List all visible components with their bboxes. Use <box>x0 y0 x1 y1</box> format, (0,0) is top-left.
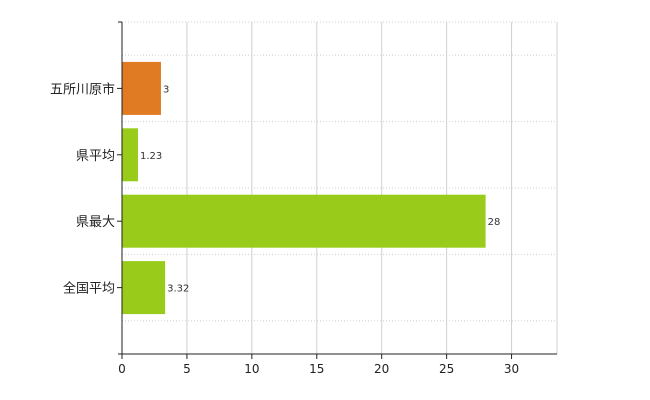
category-label: 県最大 <box>76 215 115 230</box>
bar <box>122 61 161 115</box>
x-tick-label: 0 <box>118 362 126 376</box>
data-label: 3.32 <box>167 284 189 295</box>
x-tick-label: 25 <box>439 362 454 376</box>
data-label: 1.23 <box>140 151 162 162</box>
bar <box>122 128 138 182</box>
category-label: 全国平均 <box>63 281 115 297</box>
gridlines <box>122 21 558 354</box>
bar <box>122 194 486 248</box>
data-label: 28 <box>488 217 501 228</box>
x-tick-label: 15 <box>309 362 324 376</box>
labels: 3 五所川原市 1.23 県平均 28 県最大 3.32 全国平均 0 5 10 15 20 25 30 <box>50 81 519 376</box>
category-label: 五所川原市 <box>50 81 115 97</box>
x-tick-label: 20 <box>374 362 389 376</box>
x-tick-label: 10 <box>244 362 259 376</box>
bars <box>122 61 486 315</box>
axes <box>117 21 557 359</box>
x-tick-label: 5 <box>183 362 191 376</box>
data-label: 3 <box>163 84 169 95</box>
x-tick-label: 30 <box>504 362 519 376</box>
bar <box>122 261 166 315</box>
category-label: 県平均 <box>76 149 115 164</box>
